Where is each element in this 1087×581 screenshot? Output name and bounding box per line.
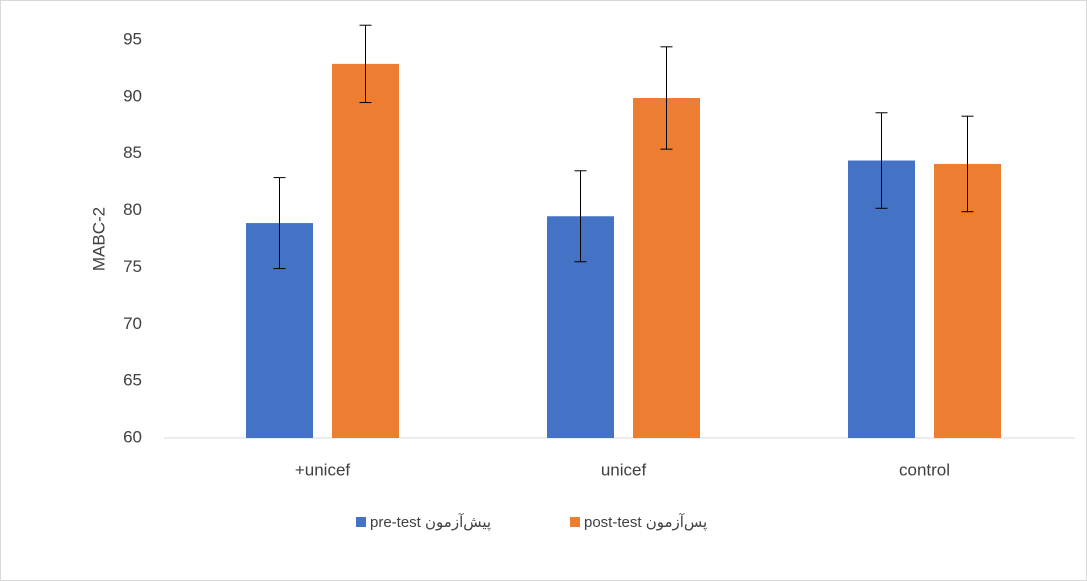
x-tick-label: +unicef — [295, 460, 351, 479]
x-tick-label: unicef — [601, 460, 647, 479]
bar — [332, 63, 399, 438]
y-axis-label: MABC-2 — [89, 207, 108, 271]
legend-swatch — [356, 517, 366, 527]
x-tick-label: control — [899, 460, 950, 479]
legend-label: pre-test پیش‌آزمون — [370, 513, 491, 532]
y-tick-label: 70 — [123, 314, 142, 333]
y-tick-label: 60 — [123, 427, 142, 446]
y-tick-label: 90 — [123, 86, 142, 105]
y-tick-label: 95 — [123, 29, 142, 48]
bar — [633, 97, 700, 438]
legend-label: post-test پس‌آزمون — [584, 513, 707, 532]
y-tick-label: 65 — [123, 371, 142, 390]
y-tick-label: 80 — [123, 200, 142, 219]
legend-swatch — [570, 517, 580, 527]
y-tick-label: 75 — [123, 257, 142, 276]
y-tick-label: 85 — [123, 143, 142, 162]
